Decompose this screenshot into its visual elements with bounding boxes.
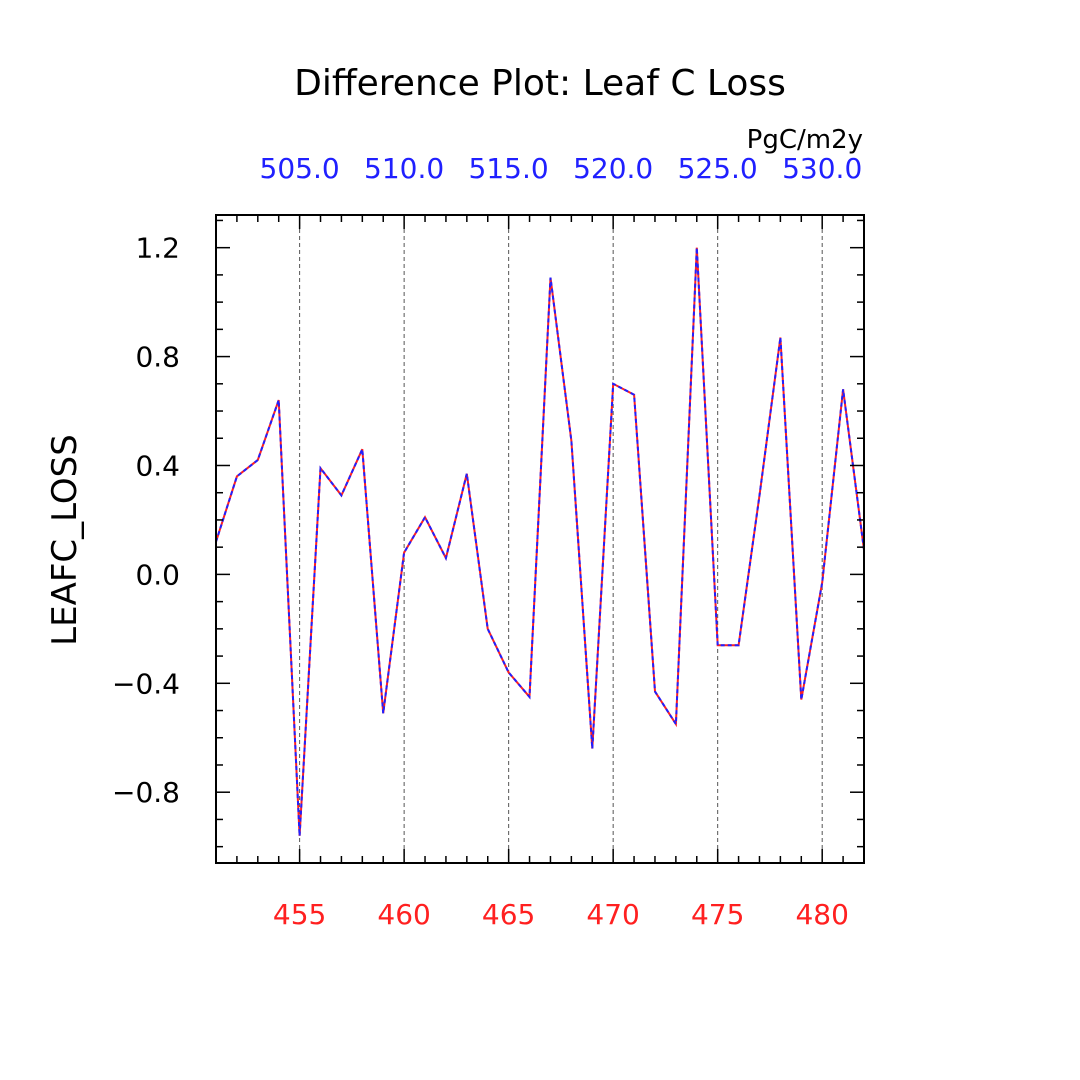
- plot-frame: [215, 214, 865, 864]
- chart-title: Difference Plot: Leaf C Loss: [294, 63, 786, 104]
- x-tick-label: 455: [273, 898, 326, 931]
- x-top-tick-label: 515.0: [469, 152, 549, 185]
- y-tick-label: 0.8: [135, 341, 180, 374]
- axis-ticks: [215, 215, 865, 863]
- grid-lines: [299, 215, 823, 863]
- x-top-tick-label: 505.0: [260, 152, 340, 185]
- x-tick-label: 465: [482, 898, 535, 931]
- x-top-tick-label: 525.0: [678, 152, 758, 185]
- x-tick-label: 475: [691, 898, 744, 931]
- y-axis-label: LEAFC_LOSS: [45, 434, 85, 646]
- y-tick-label: 0.4: [135, 449, 180, 482]
- series-line-blue: [215, 247, 865, 836]
- x-top-tick-label: 510.0: [364, 152, 444, 185]
- x-tick-label: 460: [377, 898, 430, 931]
- units-label: PgC/m2y: [747, 125, 863, 155]
- x-tick-label: 470: [586, 898, 639, 931]
- y-tick-label: 0.0: [135, 558, 180, 591]
- x-tick-label: 480: [795, 898, 848, 931]
- y-tick-label: −0.4: [112, 667, 180, 700]
- tick-labels: −0.8 −0.4 0.0 0.4 0.8 1.2 455 460 465 470 475 480 50…: [112, 152, 862, 931]
- x-top-tick-label: 520.0: [573, 152, 653, 185]
- y-tick-label: −0.8: [112, 776, 180, 809]
- y-tick-label: 1.2: [135, 232, 180, 265]
- x-top-tick-label: 530.0: [782, 152, 862, 185]
- series-line-red: [215, 247, 865, 836]
- plot-series: [215, 247, 865, 836]
